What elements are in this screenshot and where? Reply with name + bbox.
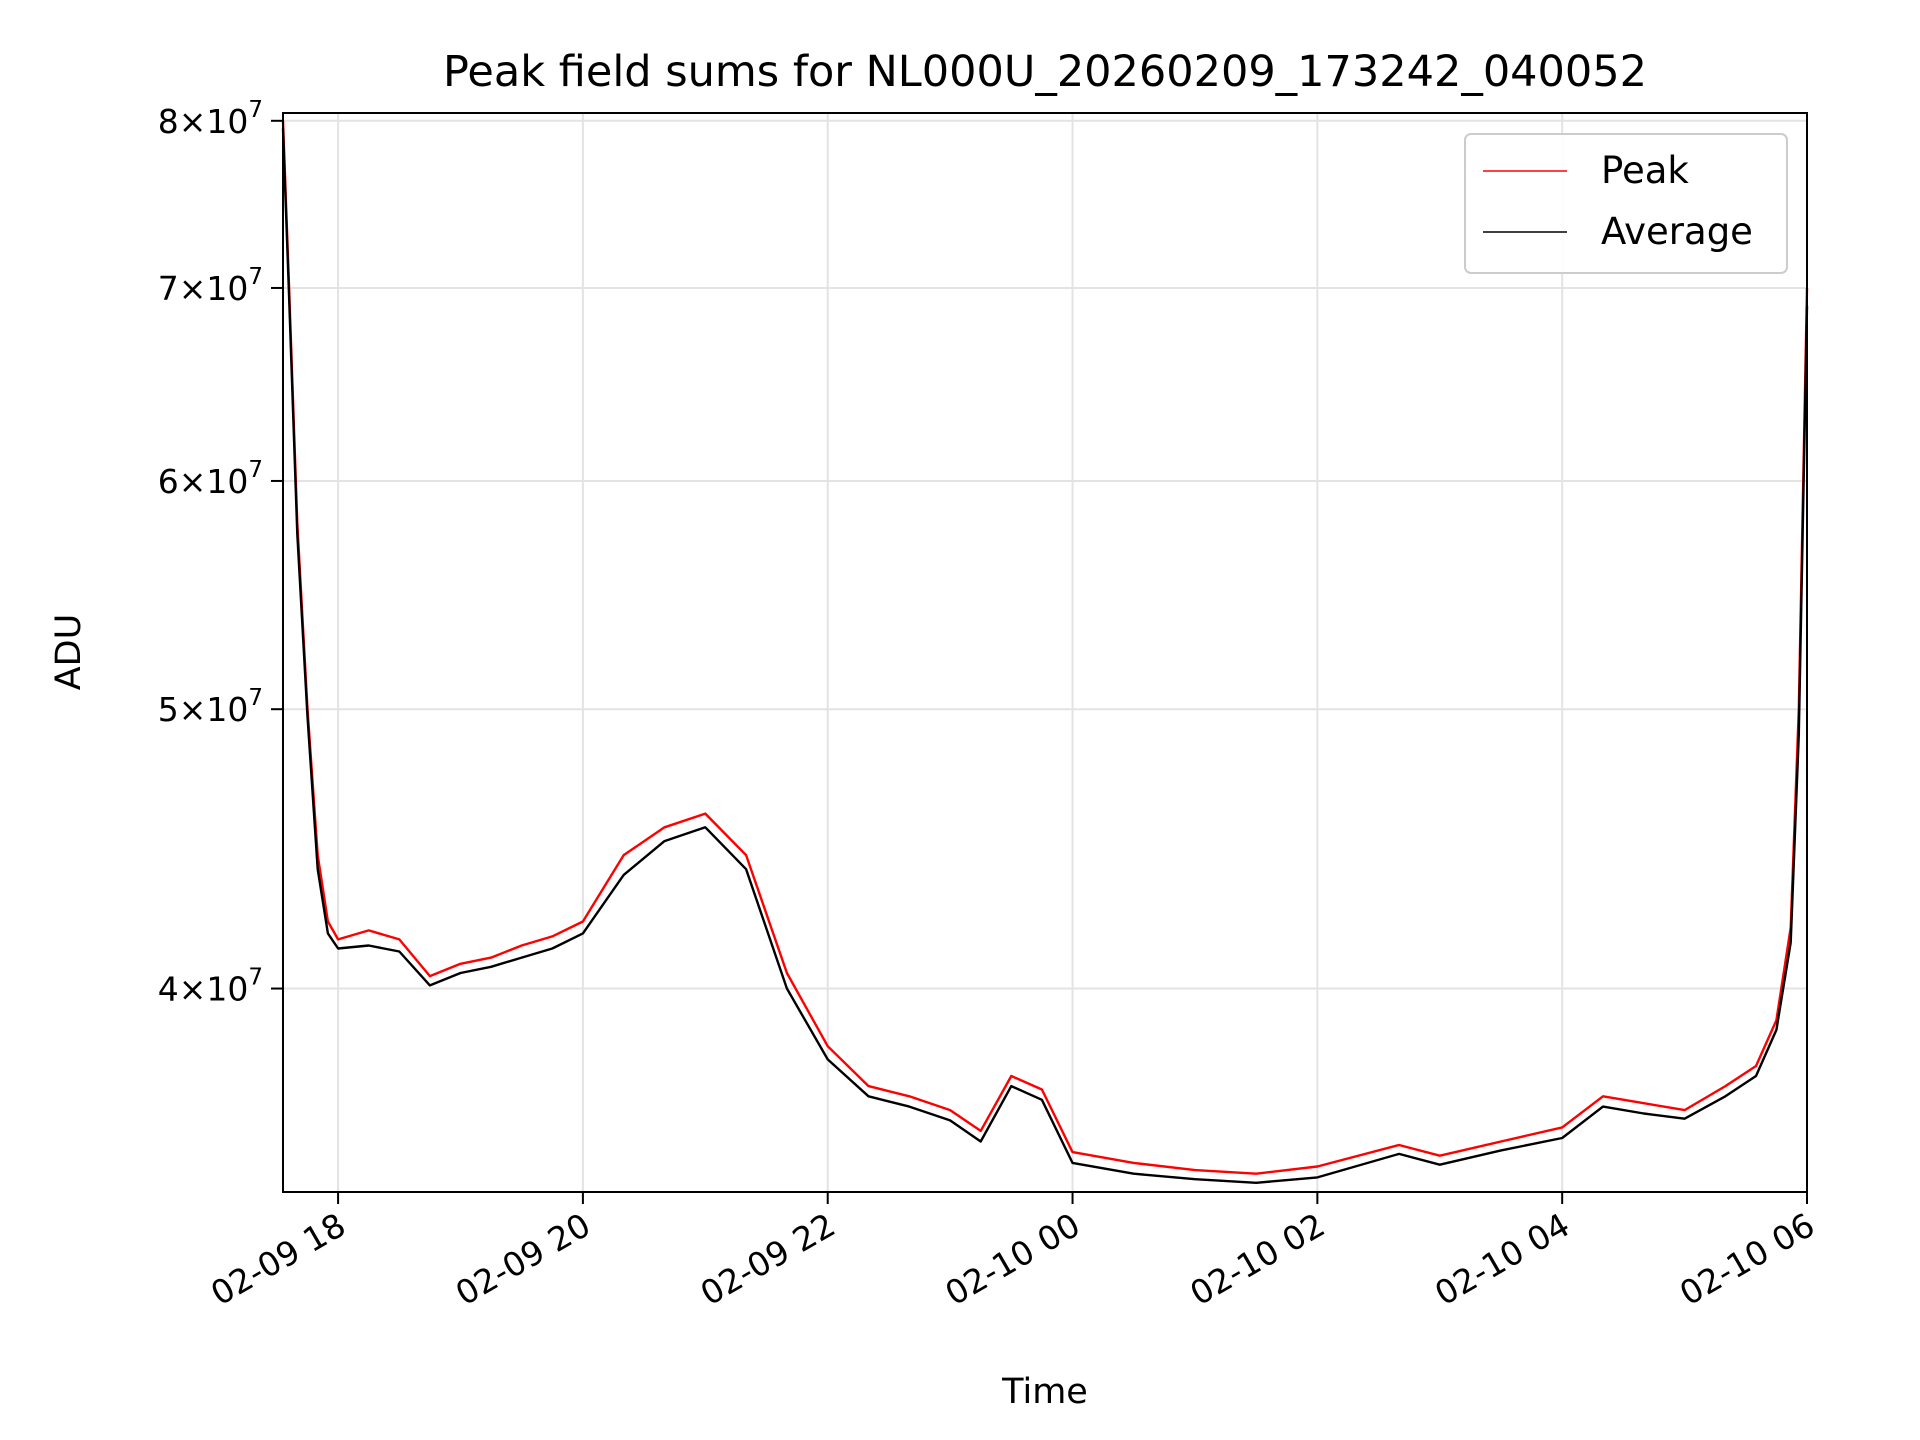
legend-label-peak: Peak (1601, 149, 1689, 192)
series-line-peak (281, 120, 1809, 1175)
y-tick-label: 7×107 (158, 264, 263, 308)
y-tick-label: 6×107 (158, 457, 263, 501)
chart-title: Peak field sums for NL000U_20260209_1732… (443, 47, 1647, 97)
y-axis-ticks: 4×107 5×107 6×107 7×107 8×107 (158, 97, 283, 1009)
y-tick-label: 5×107 (158, 685, 263, 729)
legend-label-average: Average (1601, 210, 1753, 253)
y-axis-label: ADU (49, 614, 89, 691)
legend-box (1464, 133, 1788, 274)
series-layer (281, 120, 1809, 1185)
y-tick-label: 4×107 (158, 965, 263, 1009)
y-tick-label: 8×107 (158, 97, 263, 141)
series-line-average (281, 128, 1809, 1185)
x-axis-label: Time (1001, 1372, 1088, 1412)
legend: Peak Average (1464, 133, 1788, 274)
plot-frame (282, 112, 1808, 1193)
grid-lines (283, 113, 1808, 1192)
